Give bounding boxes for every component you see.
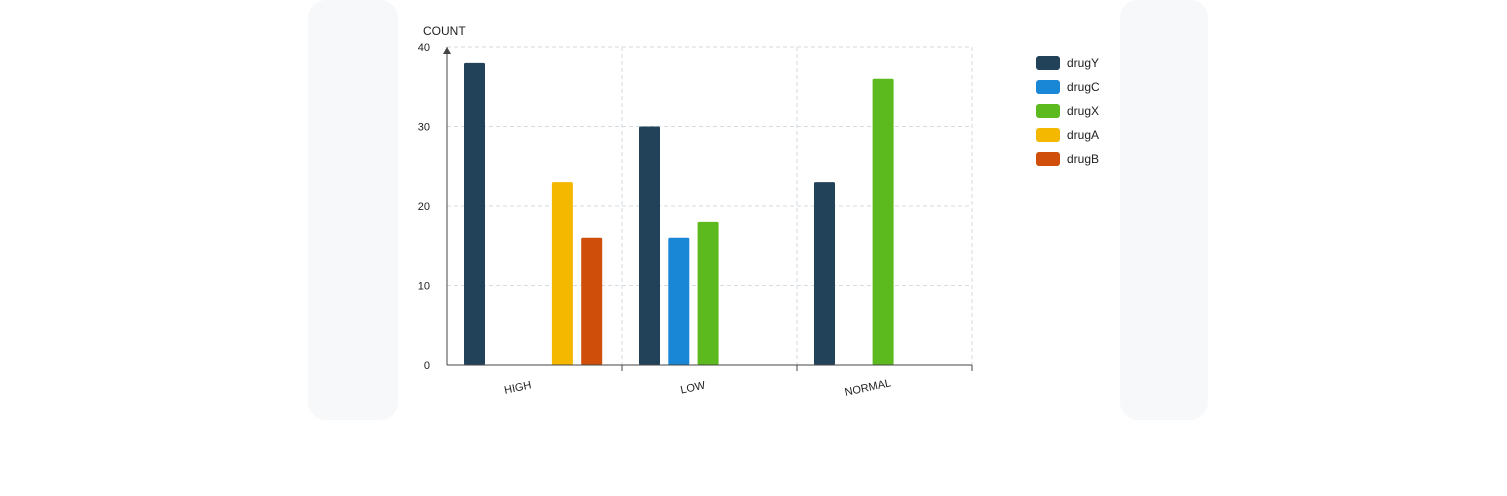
legend-swatch (1036, 152, 1060, 166)
legend-label: drugA (1067, 128, 1100, 142)
x-tick-label: NORMAL (844, 377, 893, 399)
bars (464, 62, 894, 366)
bar-normal-drugY (814, 182, 835, 365)
legend-label: drugC (1067, 80, 1100, 94)
y-tick-label: 30 (418, 122, 430, 134)
legend-item-drugY: drugY (1036, 51, 1100, 75)
bar-low-drugC (668, 237, 690, 365)
y-tick-label: 0 (424, 360, 430, 372)
legend-swatch (1036, 128, 1060, 142)
bar-low-drugX (697, 221, 719, 365)
legend-item-drugC: drugC (1036, 75, 1100, 99)
legend-label: drugB (1067, 152, 1100, 166)
x-tick-label: HIGH (503, 379, 532, 396)
bar-high-drugA (551, 182, 573, 365)
legend-item-drugB: drugB (1036, 147, 1100, 171)
bar-low-drugY (639, 126, 660, 365)
legend-item-drugA: drugA (1036, 123, 1100, 147)
y-tick-label: 20 (418, 201, 430, 213)
bar-high-drugB (581, 237, 603, 365)
background-panel-left (308, 0, 398, 420)
legend-label: drugY (1067, 56, 1100, 70)
chart-legend: drugY drugC drugX drugA drugB (1036, 51, 1100, 171)
bar-high-drugY (464, 62, 485, 366)
legend-swatch (1036, 80, 1060, 94)
legend-swatch (1036, 56, 1060, 70)
legend-item-drugX: drugX (1036, 99, 1100, 123)
y-axis-arrow (443, 47, 451, 54)
legend-swatch (1036, 104, 1060, 118)
y-axis-label: COUNT (423, 24, 466, 38)
y-tick-label: 10 (418, 281, 430, 293)
legend-label: drugX (1067, 104, 1100, 118)
bar-normal-drugX (872, 78, 894, 366)
y-tick-label: 40 (418, 42, 430, 54)
x-tick-label: LOW (679, 379, 707, 396)
background-panel-right (1120, 0, 1208, 420)
